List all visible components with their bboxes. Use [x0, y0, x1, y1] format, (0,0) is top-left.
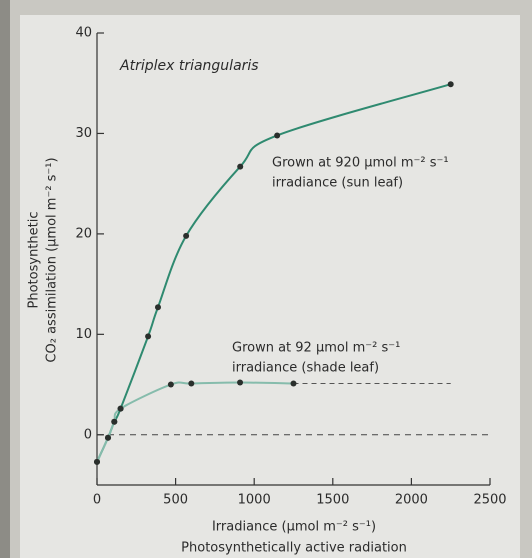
data-point [447, 81, 454, 88]
chart-title: Atriplex triangularis [119, 58, 259, 74]
data-point [183, 232, 190, 239]
data-point [290, 380, 297, 387]
y-axis-label: CO₂ assimilation (μmol m⁻² s⁻¹) [45, 157, 60, 362]
data-point [145, 333, 152, 340]
x-tick-label: 500 [163, 493, 188, 508]
y-tick-label: 10 [75, 327, 92, 342]
x-axis-label: Irradiance (μmol m⁻² s⁻¹) [212, 520, 376, 535]
y-tick-label: 40 [75, 26, 92, 41]
data-point [237, 163, 244, 170]
data-point [105, 434, 112, 441]
data-point [117, 405, 124, 412]
y-tick-label: 0 [84, 427, 92, 442]
x-tick-label: 1000 [238, 493, 271, 508]
data-point [274, 132, 281, 139]
x-tick-label: 1500 [316, 493, 349, 508]
annotation: irradiance (sun leaf) [272, 176, 403, 191]
data-point [188, 380, 195, 387]
data-point [237, 379, 244, 386]
data-point [94, 458, 100, 465]
data-point [154, 304, 161, 311]
plot-background [20, 15, 520, 558]
y-tick-label: 20 [75, 226, 92, 241]
x-axis-subtitle: Photosynthetically active radiation [181, 541, 407, 556]
x-tick-label: 2500 [473, 493, 506, 508]
annotation: irradiance (shade leaf) [232, 361, 379, 376]
annotation: Grown at 92 μmol m⁻² s⁻¹ [232, 341, 400, 356]
data-point [167, 381, 174, 388]
y-tick-label: 30 [75, 126, 92, 141]
x-tick-label: 0 [93, 493, 101, 508]
data-point [111, 418, 118, 425]
annotation: Grown at 920 μmol m⁻² s⁻¹ [272, 156, 449, 171]
x-tick-label: 2000 [395, 493, 428, 508]
y-axis-label: Photosynthetic [27, 212, 42, 309]
